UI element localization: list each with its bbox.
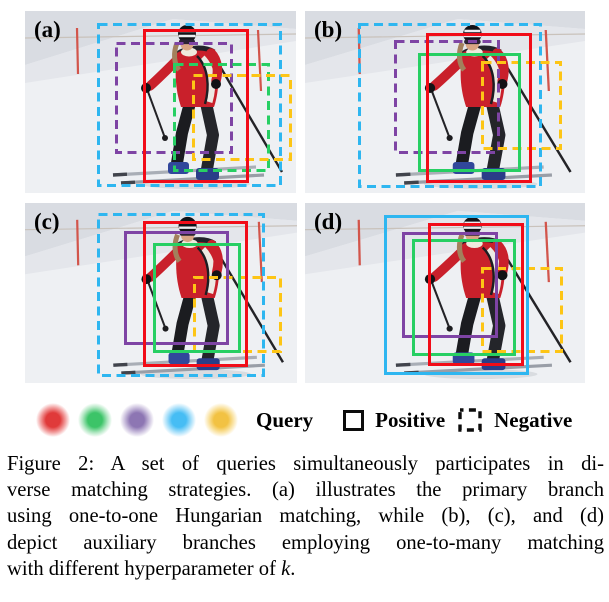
ski-pole-left-icon (146, 279, 167, 329)
boundary-rope (25, 33, 296, 39)
bbox-green-solid (418, 53, 521, 172)
bbox-purple-solid (402, 232, 498, 338)
bounding-boxes (97, 213, 282, 377)
bounding-boxes (97, 23, 292, 187)
bbox-yellow-dashed (192, 74, 292, 161)
purple-query-dot (120, 403, 154, 437)
ski-pole-left-icon (146, 88, 166, 139)
bounding-boxes (384, 215, 563, 375)
query-label: Query (256, 407, 314, 432)
panel-label-a: (a) (34, 17, 61, 42)
gate-pole-icon (544, 221, 550, 283)
bbox-red-solid (428, 223, 524, 366)
panel-label-b: (b) (314, 17, 343, 42)
positive-label: Positive (375, 407, 446, 432)
ski-pole-left-icon (430, 88, 451, 139)
panel-d: (d) (305, 203, 585, 383)
positive-box-icon (343, 409, 365, 431)
bounding-boxes (358, 23, 562, 188)
blue-query-dot (162, 403, 196, 437)
math-k: k (281, 557, 291, 580)
ski-pole-right-icon (219, 67, 284, 173)
upper-slope (305, 203, 585, 257)
caption-line: depict auxiliary branches employing one-… (7, 531, 604, 554)
caption-line: Figure 2: A set of queries simultaneousl… (7, 453, 604, 475)
bbox-yellow-dashed (481, 267, 563, 353)
bbox-cyan-dashed (97, 23, 282, 187)
bbox-green-solid (412, 239, 516, 356)
gate-pole-icon (257, 221, 263, 283)
panel-label-d: (d) (314, 209, 343, 234)
gate-pole-icon (76, 219, 80, 266)
caption-line: verse matching strategies. (a) illustrat… (7, 479, 604, 502)
bbox-yellow-dashed (193, 276, 282, 353)
bbox-purple-dashed (394, 40, 500, 154)
legend: Query Positive Negative (36, 402, 572, 438)
panel-c: (c) (25, 203, 297, 383)
negative-label: Negative (494, 407, 573, 432)
panel-b: (b) (305, 11, 585, 193)
figure-caption: Figure 2: A set of queries simultaneousl… (7, 451, 604, 582)
yellow-query-dot (204, 403, 238, 437)
boundary-rope (305, 225, 585, 231)
bbox-green-dashed (173, 63, 270, 172)
ski-pole-left-icon (430, 279, 451, 329)
bbox-cyan-dashed (97, 213, 265, 377)
red-query-dot (36, 403, 70, 437)
gate-pole-icon (75, 27, 80, 75)
negative-box-icon (458, 408, 482, 432)
boundary-rope (25, 225, 297, 231)
gate-pole-icon (357, 219, 361, 266)
skier-icon (395, 25, 572, 185)
upper-slope (25, 11, 296, 65)
bbox-cyan-solid (384, 215, 529, 375)
bbox-cyan-dashed (358, 23, 542, 188)
panel-a: (a) (25, 11, 296, 193)
caption-line: using one-to-one Hungarian matching, whi… (7, 505, 604, 528)
gate-pole-icon (544, 29, 550, 92)
upper-slope (25, 203, 297, 257)
gate-pole-icon (256, 29, 263, 92)
bbox-red-solid (143, 29, 249, 183)
ski-pole-right-icon (506, 258, 572, 363)
green-query-dot (78, 403, 112, 437)
bbox-red-solid (143, 221, 248, 367)
panel-label-c: (c) (34, 209, 60, 234)
query-dots (36, 403, 246, 437)
bbox-red-solid (426, 33, 532, 183)
bbox-purple-solid (124, 231, 229, 345)
caption-line-last: with different hyperparameter of k. (7, 557, 296, 580)
bbox-yellow-dashed (481, 61, 562, 150)
bbox-green-solid (153, 243, 241, 353)
